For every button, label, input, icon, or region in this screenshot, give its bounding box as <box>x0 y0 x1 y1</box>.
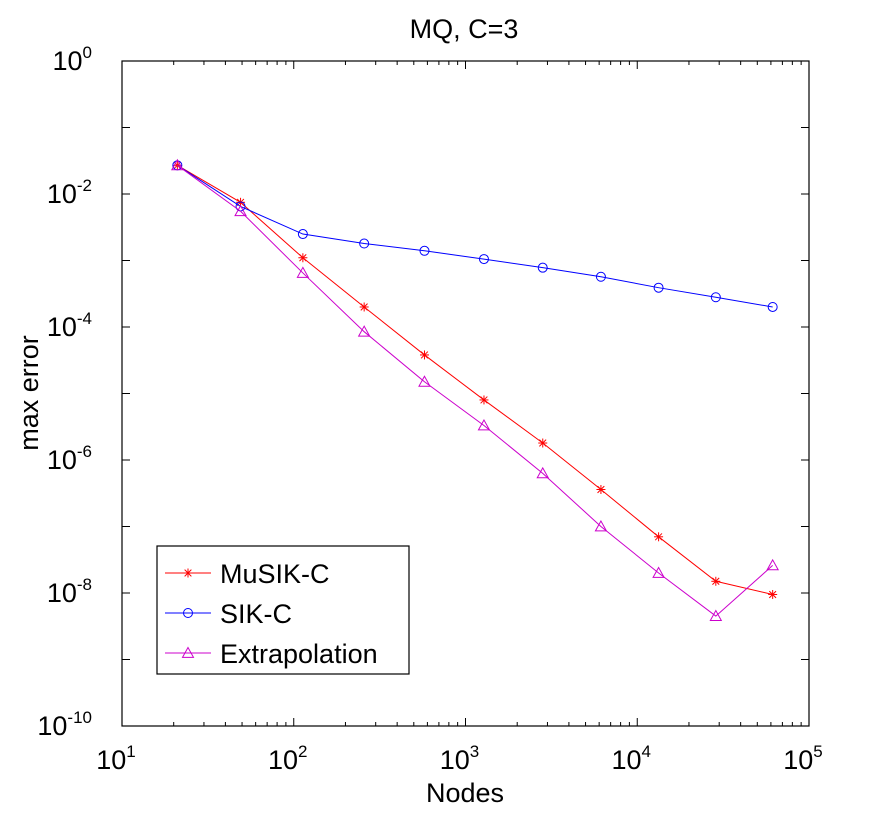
y-tick-label-base: 10 <box>52 46 82 76</box>
triangle-marker <box>296 266 310 278</box>
asterisk-marker <box>538 438 548 448</box>
y-tick-label-exponent: -10 <box>67 708 92 727</box>
asterisk-stroke <box>539 439 547 447</box>
legend-entry-sik-c: SIK-C <box>165 599 292 629</box>
legend-entry-musik-c: MuSIK-C <box>165 559 330 589</box>
y-tick-label-base: 10 <box>47 179 77 209</box>
asterisk-marker <box>711 576 721 586</box>
legend-entry-extrapolation: Extrapolation <box>165 639 378 669</box>
circle-marker <box>183 608 193 618</box>
asterisk-stroke <box>184 569 192 577</box>
y-tick-label-exponent: -6 <box>77 442 92 461</box>
asterisk-stroke <box>768 590 777 599</box>
legend: MuSIK-C SIK-C Extrapolation <box>156 545 410 675</box>
y-tick-label-exponent: 0 <box>83 43 92 62</box>
y-tick-label-base: 10 <box>47 445 77 475</box>
asterisk-stroke <box>480 396 488 404</box>
series-layer <box>170 158 780 621</box>
legend-label: MuSIK-C <box>220 559 330 589</box>
x-tick-label-base: 10 <box>611 745 641 775</box>
y-tick-label-base: 10 <box>47 312 77 342</box>
x-tick-label: 101 <box>96 742 136 775</box>
y-tick-label: 10-8 <box>47 575 92 608</box>
triangle-marker <box>766 558 780 571</box>
y-axis-label: max error <box>14 335 44 451</box>
asterisk-stroke <box>712 577 720 586</box>
asterisk-marker <box>359 302 369 312</box>
circle-marker <box>595 271 606 282</box>
circle-marker <box>537 262 548 273</box>
series-line-extrapolation <box>177 164 774 617</box>
triangle-marker <box>357 325 371 337</box>
triangle-marker <box>170 158 184 171</box>
asterisk-marker <box>183 568 193 578</box>
triangle-marker <box>477 418 491 431</box>
circle-marker <box>478 254 489 265</box>
asterisk-marker <box>596 485 606 495</box>
x-tick-label-exponent: 4 <box>642 742 651 761</box>
asterisk-stroke <box>299 254 307 262</box>
y-tick-label-base: 10 <box>47 578 77 608</box>
triangle-marker <box>234 204 247 217</box>
asterisk-stroke <box>654 533 663 541</box>
x-tick-label: 105 <box>783 742 823 775</box>
triangle-marker <box>594 519 608 532</box>
y-tick-label-exponent: -4 <box>77 309 92 328</box>
y-tick-label: 10-2 <box>47 176 92 209</box>
x-tick-label-base: 10 <box>268 745 298 775</box>
triangle-marker <box>652 566 665 578</box>
legend-label: SIK-C <box>220 599 292 629</box>
triangle-marker <box>709 609 723 621</box>
x-tick-label: 104 <box>611 742 651 775</box>
circle-marker <box>710 292 721 303</box>
triangle-marker <box>181 646 195 658</box>
y-tick-label-exponent: -8 <box>77 575 92 594</box>
asterisk-marker <box>654 532 664 542</box>
y-tick-label-exponent: -2 <box>77 176 92 195</box>
x-tick-label-base: 10 <box>440 745 470 775</box>
y-tick-label: 100 <box>52 43 92 76</box>
asterisk-stroke <box>597 485 605 494</box>
asterisk-marker <box>419 350 429 360</box>
asterisk-marker <box>479 395 489 405</box>
circle-marker <box>653 282 664 293</box>
x-tick-label: 102 <box>268 742 308 775</box>
triangle-marker <box>418 375 431 387</box>
series-line-sik-c <box>177 164 773 308</box>
x-tick-label-base: 10 <box>783 745 813 775</box>
asterisk-marker <box>768 589 778 599</box>
y-tick-label: 10-6 <box>47 442 92 475</box>
asterisk-marker <box>298 253 308 263</box>
y-tick-label: 10-10 <box>37 708 92 741</box>
x-tick-label-base: 10 <box>96 745 126 775</box>
triangle-marker <box>536 466 550 479</box>
x-tick-label-exponent: 5 <box>813 742 822 761</box>
chart-title: MQ, C=3 <box>410 14 519 44</box>
circle-marker <box>767 301 778 312</box>
circle-marker <box>297 229 308 240</box>
x-axis-ticks: 101 102 103 104 105 <box>96 61 823 775</box>
x-axis-label: Nodes <box>426 778 504 808</box>
legend-label: Extrapolation <box>220 639 378 669</box>
y-tick-label: 10-4 <box>47 309 92 342</box>
x-tick-label-exponent: 2 <box>298 742 307 761</box>
asterisk-stroke <box>360 303 368 311</box>
series-extrapolation <box>170 158 780 621</box>
x-tick-label-exponent: 3 <box>470 742 479 761</box>
y-tick-label-base: 10 <box>37 711 67 741</box>
x-tick-label: 103 <box>440 742 480 775</box>
circle-marker <box>359 238 370 249</box>
asterisk-stroke <box>420 351 429 359</box>
x-tick-label-exponent: 1 <box>126 742 135 761</box>
circle-marker <box>419 245 430 256</box>
